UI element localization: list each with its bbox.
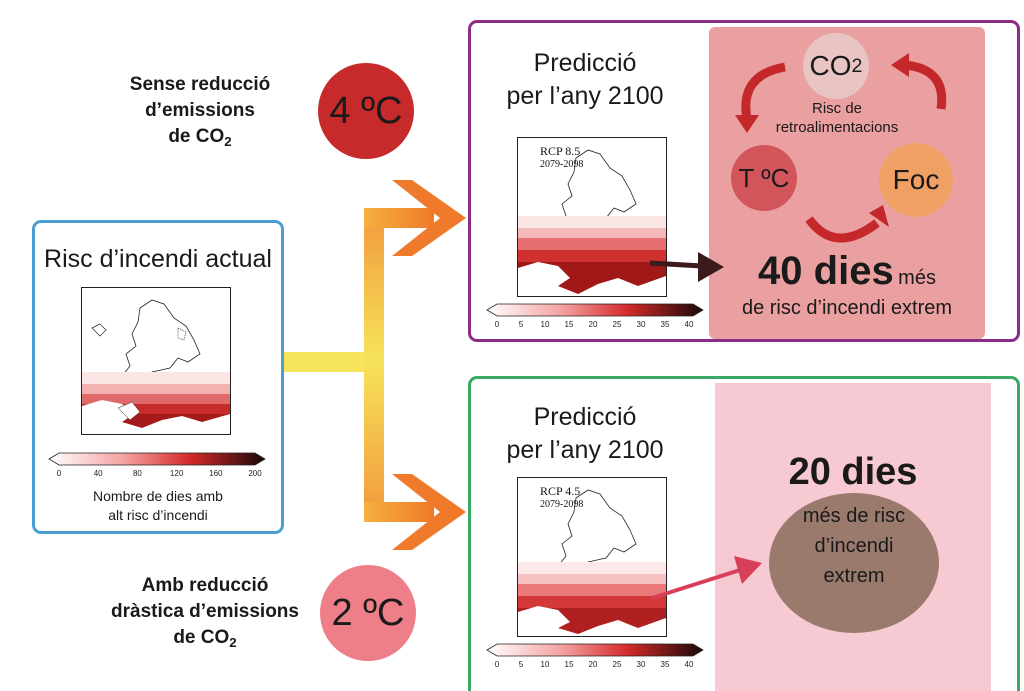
prediction-low-colorbar-ticks: 0 5 10 15 20 25 30 35 40 (494, 660, 694, 670)
scenario-low-label: Amb reducció dràstica d’emissions de CO2 (95, 573, 315, 656)
prediction-low-rcp: RCP 4.5 (540, 484, 581, 498)
prediction-high-map: RCP 8.5 2079-2098 (517, 137, 667, 297)
feedback-cycle-arrows (735, 53, 947, 243)
prediction-high-title-line1: Predicció (533, 49, 637, 77)
rcp45-tick: 10 (540, 660, 550, 669)
scenario-high-line1: Sense reducció (129, 74, 271, 95)
rcp45-tick: 5 (518, 660, 524, 669)
high-days-line: 40 dies més (709, 249, 985, 294)
rcp45-tick: 30 (636, 660, 646, 669)
scenario-low-line2: dràstica d’emissions (111, 601, 299, 622)
rcp45-tick: 35 (660, 660, 670, 669)
prediction-high-colorbar-ticks: 0 5 10 15 20 25 30 35 40 (494, 320, 694, 330)
rcp85-tick: 5 (518, 320, 524, 329)
scenario-low-line3: de CO (173, 627, 230, 648)
temperature-node: T ºC (731, 145, 797, 211)
fire-node-label: Foc (892, 164, 940, 195)
europe-map-current (82, 299, 230, 434)
current-legend-line2: alt risc d’incendi (108, 507, 208, 523)
high-days-description: de risc d’incendi extrem (741, 297, 953, 319)
prediction-high-box: Predicció per l’any 2100 RCP 8.5 2079-20… (468, 20, 1020, 342)
rcp45-tick: 20 (588, 660, 598, 669)
current-tick: 120 (169, 469, 184, 478)
low-brown-circle (769, 493, 939, 633)
high-days-value: 40 dies (758, 249, 894, 293)
prediction-low-period: 2079-2098 (540, 499, 584, 510)
scenario-high-line3: de CO (168, 126, 225, 147)
scenario-high-label: Sense reducció d’emissions de CO2 (110, 72, 290, 155)
current-tick: 40 (93, 469, 103, 478)
rcp85-tick: 15 (564, 320, 574, 329)
europe-map-rcp45 (518, 489, 666, 636)
low-pink-panel: 20 dies més de risc d’incendi extrem (715, 383, 991, 691)
rcp85-tick: 10 (540, 320, 550, 329)
prediction-low-map: RCP 4.5 2079-2098 (517, 477, 667, 637)
prediction-low-title-line1: Predicció (533, 403, 637, 431)
prediction-low-box: Predicció per l’any 2100 RCP 4.5 2079-20… (468, 376, 1020, 691)
rcp45-tick: 15 (564, 660, 574, 669)
temperature-2c-label: 2 ºC (331, 591, 405, 634)
rcp85-tick: 35 (660, 320, 670, 329)
current-tick: 80 (132, 469, 142, 478)
prediction-high-period: 2079-2098 (540, 159, 584, 170)
scenario-high-line2: d’emissions (145, 100, 255, 121)
europe-map-rcp85 (518, 149, 666, 296)
temperature-2c-circle: 2 ºC (320, 565, 416, 661)
co2-node-sub: 2 (851, 54, 863, 77)
fire-node: Foc (879, 143, 953, 217)
current-risk-title: Risc d’incendi actual (44, 245, 272, 273)
scenario-low-line1: Amb reducció (141, 575, 269, 596)
scenario-high-sub: 2 (224, 133, 232, 149)
current-colorbar-ticks: 0 40 80 120 160 200 (56, 469, 262, 479)
current-legend: Nombre de dies amb alt risc d’incendi (35, 487, 281, 525)
feedback-panel: CO 2 Risc de retroalimentacions T ºC Foc … (709, 27, 985, 339)
rcp85-tick: 20 (588, 320, 598, 329)
rcp85-tick: 25 (612, 320, 622, 329)
rcp45-tick: 25 (612, 660, 622, 669)
low-days-value: 20 dies (788, 451, 918, 493)
prediction-low-title: Predicció per l’any 2100 (505, 401, 665, 467)
temperature-4c-label: 4 ºC (329, 89, 403, 132)
current-risk-map (81, 287, 231, 435)
rcp85-tick: 40 (684, 320, 694, 329)
co2-node-label: CO (809, 50, 852, 81)
current-tick: 160 (209, 469, 223, 478)
prediction-high-rcp: RCP 8.5 (540, 144, 581, 158)
prediction-high-title-line2: per l’any 2100 (506, 82, 664, 110)
low-days-line1: més de risc (802, 505, 906, 527)
temperature-4c-circle: 4 ºC (318, 63, 414, 159)
low-days-description: més de risc d’incendi extrem (769, 501, 939, 591)
feedback-risk-line1: Risc de (811, 100, 863, 117)
feedback-risk-line2: retroalimentacions (775, 119, 899, 136)
current-legend-line1: Nombre de dies amb (93, 488, 223, 504)
rcp45-tick: 40 (684, 660, 694, 669)
prediction-low-rcp-label: RCP 4.5 2079-2098 (540, 484, 583, 512)
high-days-suffix: més (898, 267, 936, 289)
prediction-low-title-line2: per l’any 2100 (506, 436, 664, 464)
prediction-high-title: Predicció per l’any 2100 (505, 47, 665, 113)
low-days-line2: d’incendi (814, 535, 894, 557)
temperature-node-label: T ºC (738, 162, 790, 193)
scenario-low-sub: 2 (229, 634, 237, 650)
co2-node: CO 2 (803, 33, 869, 99)
current-tick: 200 (248, 469, 262, 478)
rcp85-tick: 30 (636, 320, 646, 329)
rcp85-tick: 0 (494, 320, 500, 329)
rcp45-tick: 0 (494, 660, 500, 669)
prediction-high-rcp-label: RCP 8.5 2079-2098 (540, 144, 583, 172)
prediction-low-colorbar (486, 643, 704, 657)
feedback-risk-label: Risc de retroalimentacions (749, 99, 925, 137)
current-tick: 0 (56, 469, 62, 478)
current-colorbar (48, 452, 266, 466)
low-days-line3: extrem (823, 565, 885, 587)
prediction-high-colorbar (486, 303, 704, 317)
current-risk-box: Risc d’incendi actual 0 40 (32, 220, 284, 534)
